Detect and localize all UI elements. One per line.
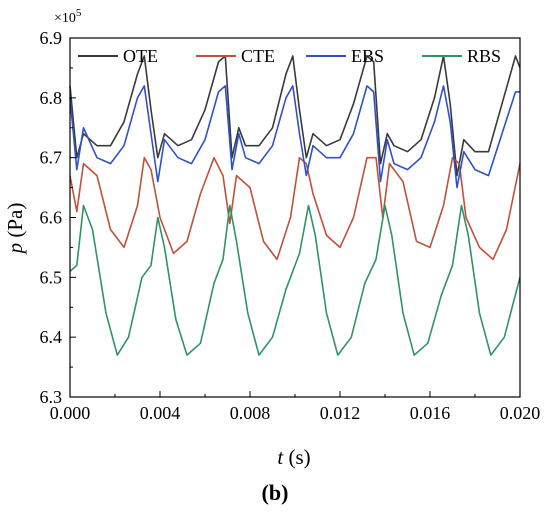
legend-label-ote: OTE: [123, 46, 158, 66]
legend-label-ebs: EBS: [351, 46, 384, 66]
legend-label-rbs: RBS: [467, 46, 501, 66]
x-tick-label: 0.012: [320, 403, 361, 423]
y-tick-label: 6.5: [40, 267, 63, 287]
x-tick-label: 0.020: [500, 403, 541, 423]
y-tick-label: 6.6: [40, 208, 63, 228]
x-axis-symbol: t: [277, 445, 284, 469]
panel-label: (b): [262, 480, 289, 505]
series-line-rbs: [69, 204, 521, 356]
x-tick-labels: 0.000 0.004 0.008 0.012 0.016 0.020: [50, 403, 541, 423]
y-tick-label: 6.8: [40, 88, 63, 108]
y-tick-label: 6.7: [40, 148, 63, 168]
y-tick-labels: 6.3 6.4 6.5 6.6 6.7 6.8 6.9: [40, 28, 63, 407]
y-axis-symbol: p: [3, 243, 27, 256]
x-tick-label: 0.008: [230, 403, 271, 423]
series-line-ebs: [69, 85, 520, 189]
series-line-ote: [69, 55, 521, 177]
x-axis-unit: (s): [283, 445, 310, 469]
y-tick-label: 6.3: [40, 387, 63, 407]
y-axis-unit: (Pa): [3, 203, 27, 243]
legend-label-cte: CTE: [241, 46, 275, 66]
y-multiplier-exponent: 5: [76, 7, 82, 19]
plot-area: [69, 55, 521, 356]
plot-frame: [69, 37, 521, 398]
legend: OTE CTE EBS RBS: [78, 46, 501, 66]
y-multiplier-base: ×10: [54, 11, 76, 26]
y-tick-label: 6.9: [40, 28, 63, 48]
x-axis-label: t (s): [277, 445, 310, 469]
y-tick-label: 6.4: [40, 327, 63, 347]
y-axis-label: p (Pa): [3, 203, 27, 256]
y-multiplier: ×105: [54, 7, 82, 26]
x-tick-label: 0.004: [140, 403, 181, 423]
x-tick-label: 0.000: [50, 403, 91, 423]
series-line-cte: [69, 156, 521, 261]
x-tick-label: 0.016: [410, 403, 451, 423]
